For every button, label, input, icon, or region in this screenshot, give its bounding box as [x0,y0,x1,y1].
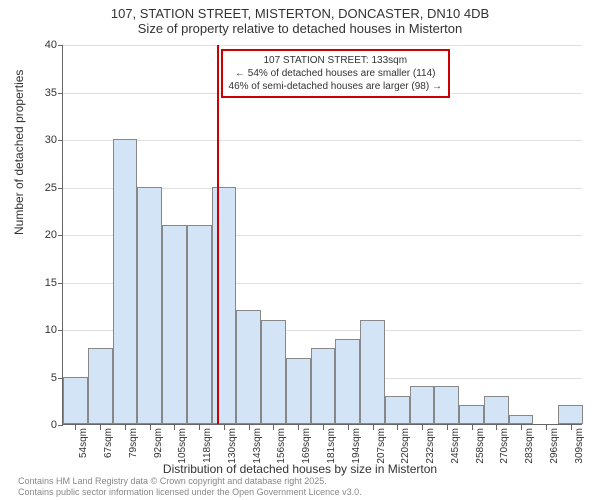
subtitle: Size of property relative to detached ho… [0,21,600,36]
x-tick-mark [546,425,547,430]
x-tick: 296sqm [549,428,560,464]
x-tick: 181sqm [326,428,337,464]
x-tick-mark [224,425,225,430]
x-tick-mark [150,425,151,430]
x-tick: 156sqm [276,428,287,464]
footer-line1: Contains HM Land Registry data © Crown c… [18,476,362,487]
x-tick-mark [496,425,497,430]
x-tick: 283sqm [524,428,535,464]
y-tick-mark [58,93,63,94]
x-tick: 309sqm [574,428,585,464]
x-tick: 194sqm [351,428,362,464]
x-tick-mark [472,425,473,430]
x-tick: 54sqm [78,428,89,458]
y-tick-mark [58,235,63,236]
x-tick-mark [323,425,324,430]
x-tick-mark [100,425,101,430]
y-tick-mark [58,283,63,284]
bar [459,405,484,424]
x-tick: 245sqm [450,428,461,464]
x-tick-mark [397,425,398,430]
x-tick: 220sqm [400,428,411,464]
x-tick-mark [75,425,76,430]
x-tick: 207sqm [376,428,387,464]
x-tick-mark [174,425,175,430]
x-tick-mark [571,425,572,430]
x-tick: 79sqm [128,428,139,458]
bar [360,320,385,425]
x-tick: 143sqm [252,428,263,464]
x-tick-mark [422,425,423,430]
footer-line2: Contains public sector information licen… [18,487,362,498]
x-tick-mark [373,425,374,430]
bar [236,310,261,424]
annotation-box: 107 STATION STREET: 133sqm← 54% of detac… [221,49,450,98]
y-tick-mark [58,330,63,331]
x-tick: 105sqm [177,428,188,464]
x-tick: 270sqm [499,428,510,464]
chart-container: 107, STATION STREET, MISTERTON, DONCASTE… [0,0,600,500]
gridline [63,140,582,141]
bar [137,187,162,425]
x-tick: 258sqm [475,428,486,464]
y-axis-label: Number of detached properties [12,70,26,235]
x-tick: 92sqm [153,428,164,458]
bar [484,396,509,425]
y-tick-mark [58,188,63,189]
bar [187,225,212,425]
bar [335,339,360,425]
annotation-line3: 46% of semi-detached houses are larger (… [229,80,442,93]
reference-line [217,45,219,424]
x-tick-mark [273,425,274,430]
bar [162,225,187,425]
x-tick-mark [298,425,299,430]
bar [63,377,88,425]
bar [558,405,583,424]
title-block: 107, STATION STREET, MISTERTON, DONCASTE… [0,0,600,36]
x-tick: 169sqm [301,428,312,464]
plot-area: 051015202530354054sqm67sqm79sqm92sqm105s… [62,45,582,425]
x-tick: 118sqm [202,428,213,463]
x-tick: 232sqm [425,428,436,464]
y-tick-mark [58,425,63,426]
y-tick-mark [58,140,63,141]
bar [212,187,237,425]
x-tick: 67sqm [103,428,114,458]
bar [509,415,534,425]
x-tick-mark [125,425,126,430]
annotation-line1: 107 STATION STREET: 133sqm [229,54,442,67]
y-tick-mark [58,45,63,46]
bar [311,348,336,424]
bar [88,348,113,424]
annotation-line2: ← 54% of detached houses are smaller (11… [229,67,442,80]
bar [286,358,311,425]
bar [410,386,435,424]
bar [385,396,410,425]
x-tick-mark [249,425,250,430]
bar [434,386,459,424]
x-axis-label: Distribution of detached houses by size … [0,462,600,476]
x-tick-mark [447,425,448,430]
bar [261,320,286,425]
x-tick-mark [348,425,349,430]
x-tick-mark [521,425,522,430]
x-tick: 130sqm [227,428,238,464]
main-title: 107, STATION STREET, MISTERTON, DONCASTE… [0,6,600,21]
gridline [63,45,582,46]
footer: Contains HM Land Registry data © Crown c… [18,476,362,498]
x-tick-mark [199,425,200,430]
bar [113,139,138,424]
